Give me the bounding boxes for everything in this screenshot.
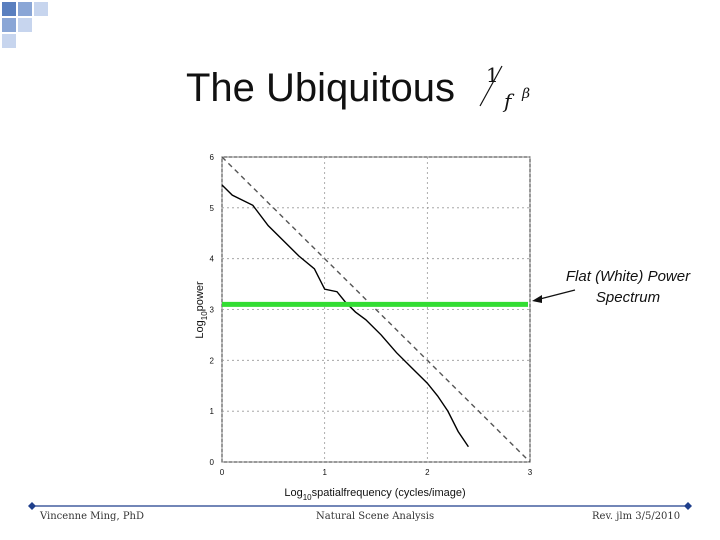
footer-revision: Rev. jlm 3/5/2010 bbox=[592, 511, 681, 522]
y-tick-label: 4 bbox=[210, 255, 215, 264]
footer-rule bbox=[28, 502, 692, 510]
y-tick-label: 2 bbox=[210, 356, 215, 365]
formula-numerator: 1 bbox=[486, 63, 499, 87]
y-tick-label: 6 bbox=[210, 153, 215, 162]
footer-course: Natural Scene Analysis bbox=[316, 511, 435, 522]
x-tick-label: 3 bbox=[528, 468, 533, 477]
slide-title: The Ubiquitous bbox=[186, 66, 456, 110]
x-axis-label: Log10spatialfrequency (cycles/image) bbox=[284, 487, 465, 502]
measured-spectrum-line bbox=[221, 184, 469, 448]
corner-decoration bbox=[2, 2, 48, 48]
x-tick-label: 2 bbox=[425, 468, 430, 477]
y-tick-label: 5 bbox=[210, 204, 215, 213]
flat-spectrum-callout: Flat (White) Power Spectrum bbox=[565, 268, 691, 306]
y-tick-label: 0 bbox=[210, 458, 215, 467]
x-tick-label: 1 bbox=[322, 468, 327, 477]
x-tick-label: 0 bbox=[220, 468, 225, 477]
title-formula: 1 f β bbox=[479, 63, 530, 113]
y-axis-label: Log10power bbox=[194, 281, 209, 339]
reference-slope-line bbox=[221, 156, 531, 463]
y-tick-label: 3 bbox=[210, 306, 215, 315]
footer-author: Vincenne Ming, PhD bbox=[40, 511, 145, 522]
y-tick-label: 1 bbox=[210, 407, 215, 416]
formula-exponent: β bbox=[521, 86, 530, 102]
callout-arrow bbox=[532, 289, 576, 303]
